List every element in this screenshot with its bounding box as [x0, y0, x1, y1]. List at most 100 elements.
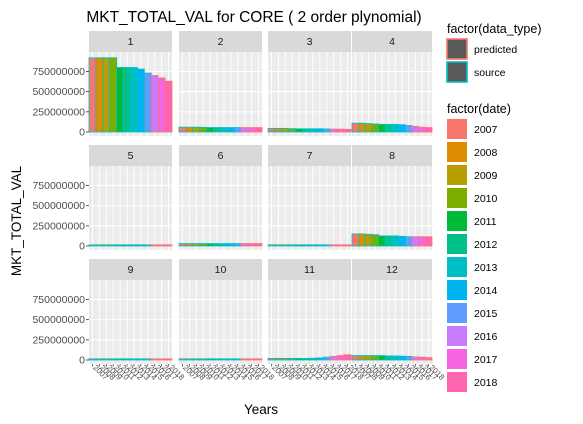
bar [157, 77, 166, 133]
bar [206, 127, 214, 133]
bar [358, 233, 366, 247]
bar [391, 355, 400, 361]
legend-label-2010: 2010 [474, 193, 498, 205]
facet-strip [352, 145, 432, 166]
bar [371, 355, 380, 361]
facet-strip-label: 9 [128, 264, 134, 276]
bar [123, 358, 131, 361]
facet-panel-9: 9 [88, 259, 173, 364]
bar [351, 355, 360, 361]
bar [322, 128, 331, 133]
facet-strip [352, 31, 432, 52]
bar [137, 244, 145, 247]
bar [302, 244, 310, 247]
bar [378, 355, 386, 361]
bar [240, 358, 249, 361]
y-tick-label: 750000000 [32, 66, 85, 78]
bar [254, 243, 263, 247]
bar [329, 355, 338, 361]
legend-key-2013 [447, 257, 467, 277]
legend-label-2017: 2017 [474, 354, 498, 366]
legend-key-2011 [447, 211, 467, 231]
x-axis-ticks: 2007200820092010201120122013201420152016… [91, 363, 447, 382]
bar [247, 243, 256, 247]
bar [199, 126, 208, 133]
bar [199, 358, 208, 361]
panel-background [179, 280, 262, 364]
legend-key-source [446, 61, 468, 83]
bar [267, 244, 276, 247]
facet-panel-10: 10 [178, 259, 263, 364]
bar [351, 233, 360, 247]
bar [88, 244, 97, 247]
facet-strip [179, 31, 262, 52]
bar [227, 358, 235, 361]
panel-background [352, 280, 432, 364]
legend-label-2018: 2018 [474, 377, 498, 389]
bar [123, 67, 131, 133]
facet-strip [89, 259, 172, 280]
legend-key-2012 [447, 234, 467, 254]
bar [213, 243, 221, 247]
bar [150, 244, 159, 247]
bar [378, 235, 386, 247]
legend-key-2017 [447, 349, 467, 369]
bar [240, 243, 249, 247]
bar [281, 127, 290, 133]
bar [233, 127, 242, 133]
panel-background [268, 166, 351, 250]
bar [116, 244, 124, 247]
facet-panels: 1 2 3 45 6 7 89 10 11 12 [88, 31, 433, 364]
bar [309, 244, 317, 247]
legend-key-2015 [447, 303, 467, 323]
bar [254, 127, 263, 133]
bar [150, 75, 159, 133]
bar [213, 127, 221, 133]
bar [288, 244, 297, 247]
legend-label-2009: 2009 [474, 170, 498, 182]
bar [220, 358, 228, 361]
bar [384, 355, 393, 361]
bar [411, 125, 420, 133]
panel-background [179, 52, 262, 136]
facet-strip [89, 31, 172, 52]
y-tick-label: 500000000 [32, 86, 85, 98]
legend-data-type: factor(data_type) predicted source [446, 22, 542, 83]
bar [233, 243, 242, 247]
bar [288, 357, 297, 361]
facet-strip-label: 12 [386, 264, 398, 276]
bar [164, 244, 173, 247]
legend-date-title: factor(date) [447, 102, 511, 116]
bar [227, 243, 235, 247]
panel-background [268, 280, 351, 364]
bar [398, 124, 406, 133]
bar [364, 355, 373, 361]
bar [322, 244, 331, 247]
bar [309, 128, 317, 133]
bar [336, 128, 345, 133]
bar [364, 123, 373, 133]
panel-background [89, 166, 172, 250]
bar [227, 127, 235, 133]
bar [316, 357, 324, 361]
bar [398, 355, 406, 361]
y-tick-label: 0 [79, 355, 85, 367]
bar [404, 125, 413, 133]
facet-strip-label: 3 [307, 36, 313, 48]
facet-strip-label: 6 [218, 150, 224, 162]
bar [95, 358, 104, 361]
bar [116, 67, 124, 133]
panel-background [89, 280, 172, 364]
facet-panel-7: 7 [267, 145, 352, 250]
facet-strip [179, 259, 262, 280]
y-tick-label: 0 [79, 127, 85, 139]
bar [192, 358, 201, 361]
legend-label-2012: 2012 [474, 239, 498, 251]
bar [309, 357, 317, 361]
facet-panel-4: 4 [351, 31, 433, 136]
bar [178, 243, 187, 247]
bar [418, 236, 426, 247]
bar [143, 358, 152, 361]
bar [88, 57, 97, 133]
